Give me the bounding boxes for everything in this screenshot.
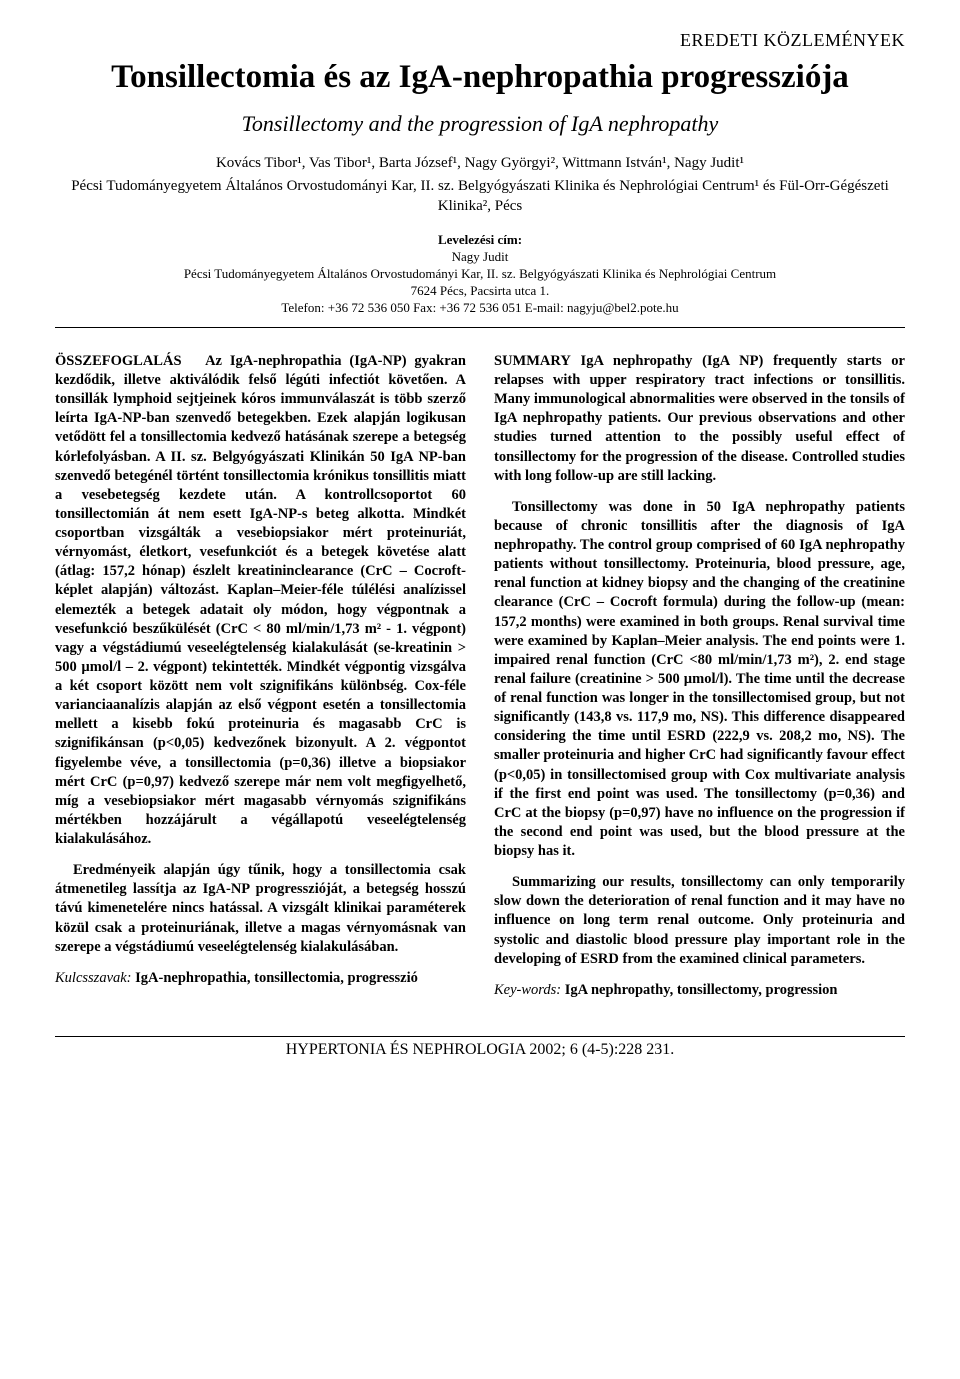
- correspondence-block: Levelezési cím: Nagy Judit Pécsi Tudomán…: [55, 232, 905, 316]
- correspondence-label: Levelezési cím:: [55, 232, 905, 249]
- hungarian-abstract-heading: ÖSSZEFOGLALÁS: [55, 353, 182, 369]
- article-title: Tonsillectomia és az IgA-nephropathia pr…: [55, 59, 905, 97]
- correspondence-name: Nagy Judit: [55, 249, 905, 266]
- hungarian-abstract: ÖSSZEFOGLALÁS Az IgA-nephropathia (IgA-N…: [55, 352, 466, 849]
- divider: [55, 327, 905, 328]
- hungarian-abstract-text: Az IgA-nephropathia (IgA-NP) gyakran kez…: [55, 353, 466, 847]
- section-header: EREDETI KÖZLEMÉNYEK: [55, 30, 905, 51]
- correspondence-contact: Telefon: +36 72 536 050 Fax: +36 72 536 …: [55, 300, 905, 317]
- hungarian-abstract-p2: Eredményeik alapján úgy tűnik, hogy a to…: [55, 861, 466, 957]
- correspondence-addr2: 7624 Pécs, Pacsirta utca 1.: [55, 283, 905, 300]
- english-keywords: Key-words: IgA nephropathy, tonsillectom…: [494, 981, 905, 1000]
- hungarian-keywords: Kulcsszavak: IgA-nephropathia, tonsillec…: [55, 969, 466, 988]
- authors-line: Kovács Tibor¹, Vas Tibor¹, Barta József¹…: [55, 155, 905, 172]
- journal-footer: HYPERTONIA ÉS NEPHROLOGIA 2002; 6 (4-5):…: [55, 1036, 905, 1059]
- correspondence-addr1: Pécsi Tudományegyetem Általános Orvostud…: [55, 266, 905, 283]
- affiliation: Pécsi Tudományegyetem Általános Orvostud…: [55, 176, 905, 217]
- right-column: SUMMARY IgA nephropathy (IgA NP) frequen…: [494, 352, 905, 1012]
- article-subtitle: Tonsillectomy and the progression of IgA…: [55, 111, 905, 137]
- english-abstract-p3: Summarizing our results, tonsillectomy c…: [494, 873, 905, 969]
- keywords-label-hu: Kulcsszavak:: [55, 970, 132, 986]
- keywords-hu: IgA-nephropathia, tonsillectomia, progre…: [135, 970, 418, 986]
- english-abstract-p2: Tonsillectomy was done in 50 IgA nephrop…: [494, 498, 905, 861]
- english-abstract-text1: IgA nephropathy (IgA NP) frequently star…: [494, 353, 905, 484]
- english-abstract-p1: SUMMARY IgA nephropathy (IgA NP) frequen…: [494, 352, 905, 486]
- keywords-label-en: Key-words:: [494, 982, 561, 998]
- keywords-en: IgA nephropathy, tonsillectomy, progress…: [565, 982, 838, 998]
- abstract-columns: ÖSSZEFOGLALÁS Az IgA-nephropathia (IgA-N…: [55, 352, 905, 1012]
- left-column: ÖSSZEFOGLALÁS Az IgA-nephropathia (IgA-N…: [55, 352, 466, 1012]
- english-abstract-heading: SUMMARY: [494, 353, 571, 369]
